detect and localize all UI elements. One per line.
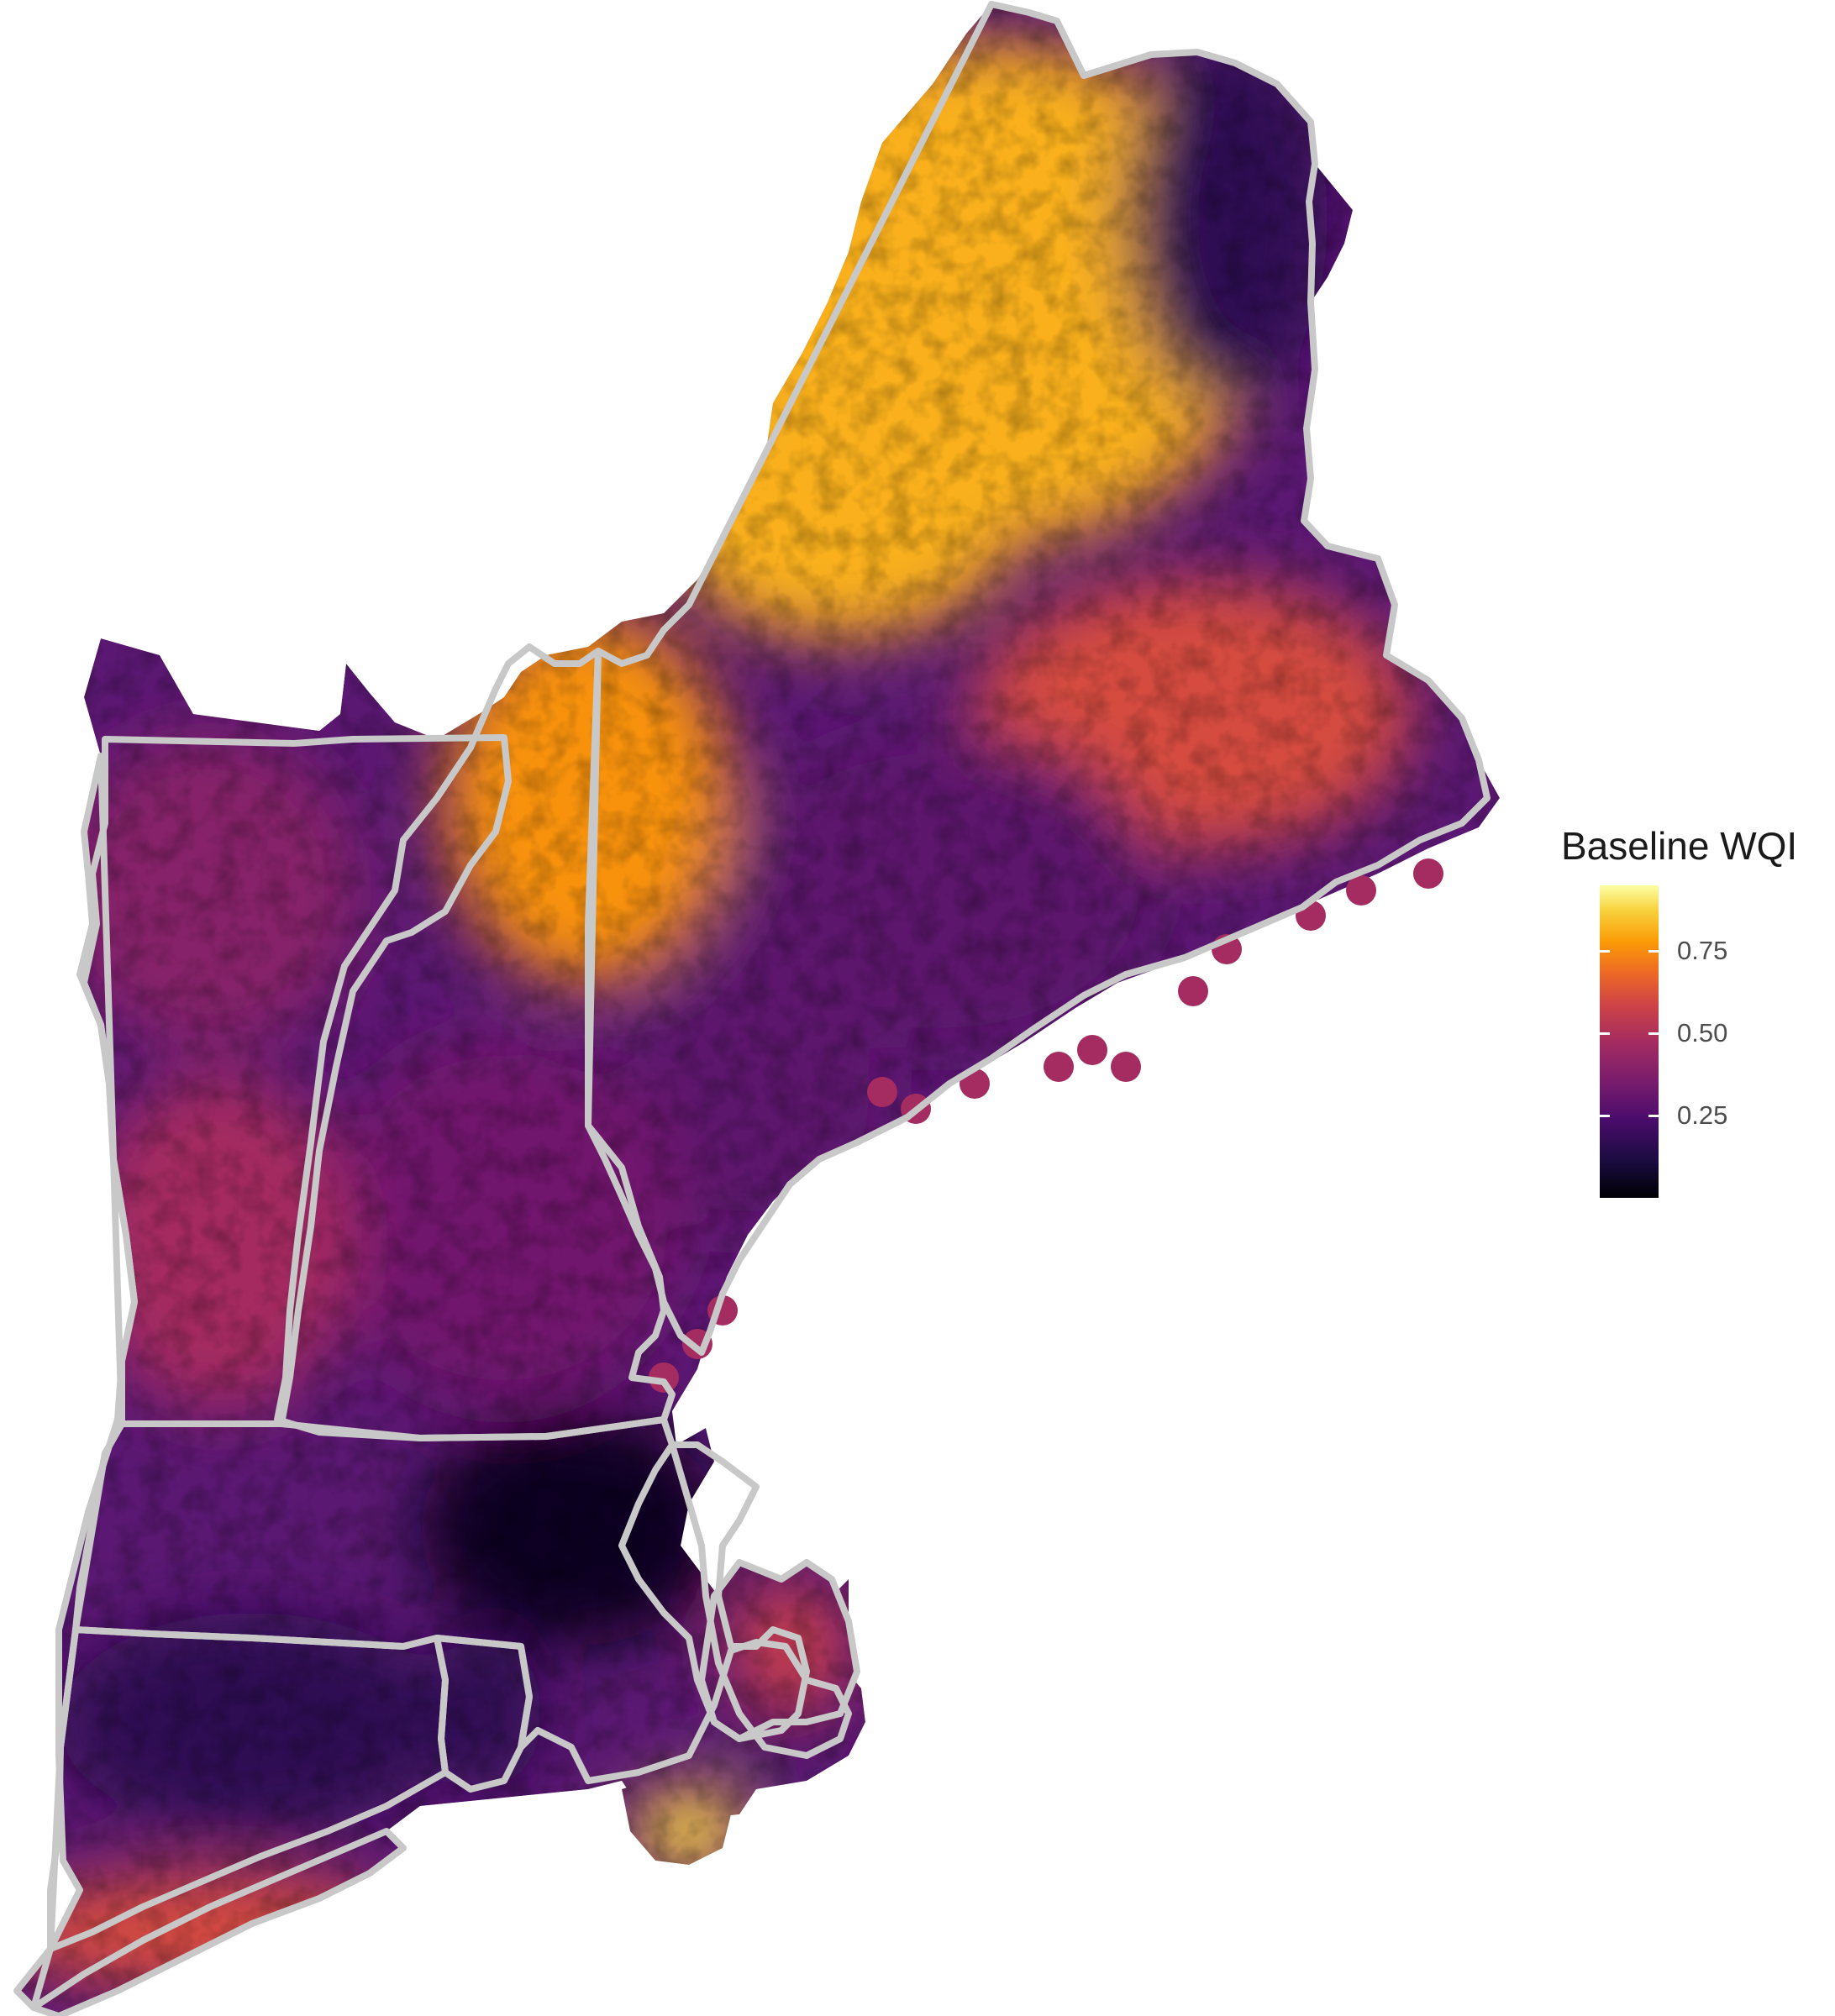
long-island-boundary bbox=[30, 1828, 407, 2016]
legend-title: Baseline WQI bbox=[1561, 824, 1798, 868]
island-dot bbox=[1178, 976, 1208, 1006]
rhode-island-boundary bbox=[434, 1635, 533, 1793]
island-dot bbox=[1413, 858, 1443, 889]
island-dot bbox=[867, 1077, 897, 1107]
island-dot bbox=[1346, 875, 1376, 906]
island-dot bbox=[1077, 1035, 1107, 1065]
legend-tick-label: 0.75 bbox=[1677, 936, 1728, 966]
island-dot bbox=[1111, 1052, 1141, 1082]
island-dot bbox=[649, 1362, 679, 1393]
coastal-islands bbox=[649, 858, 1443, 1393]
island-dot bbox=[1044, 1052, 1074, 1082]
legend-tick-label: 0.25 bbox=[1677, 1100, 1728, 1131]
legend-tick-label: 0.50 bbox=[1677, 1018, 1728, 1048]
cape-cod-boundary bbox=[698, 1559, 860, 1742]
legend-colorbar-group: 0.25 0.50 0.75 bbox=[1561, 885, 1830, 1198]
new-hampshire-boundary bbox=[274, 643, 676, 1441]
legend-colorbar bbox=[1600, 885, 1659, 1198]
legend: Baseline WQI 0.25 0.50 0.75 bbox=[1561, 823, 1830, 1198]
state-boundaries bbox=[13, 1, 1491, 2016]
new-york-boundary bbox=[13, 753, 138, 2011]
